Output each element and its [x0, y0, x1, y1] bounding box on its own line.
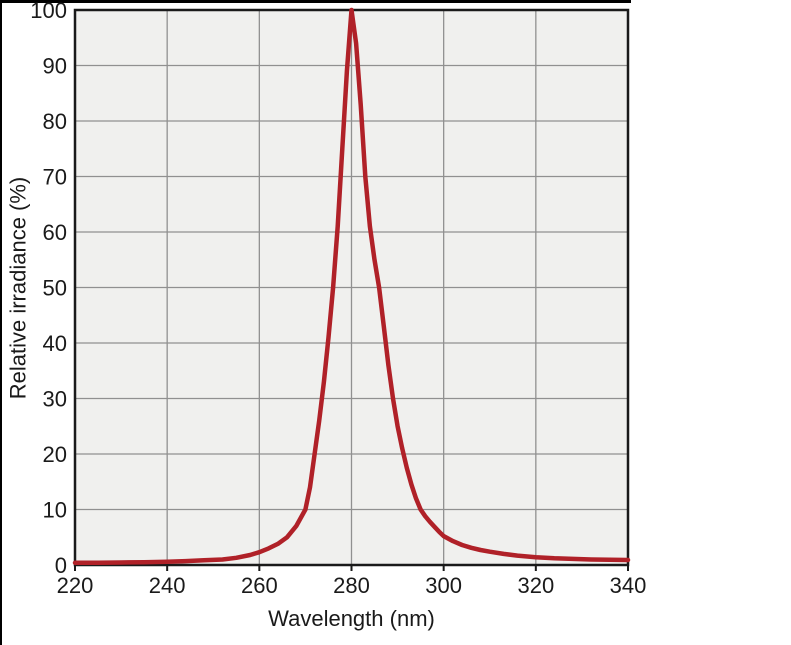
x-tick-label: 320	[517, 573, 554, 598]
y-axis-title: Relative irradiance (%)	[5, 176, 31, 400]
y-tick-label: 50	[43, 276, 67, 301]
y-tick-label: 80	[43, 109, 67, 134]
x-tick-label: 240	[149, 573, 186, 598]
y-tick-label: 40	[43, 331, 67, 356]
page-left-border	[0, 0, 2, 645]
x-tick-label: 220	[57, 573, 94, 598]
y-tick-label: 10	[43, 498, 67, 523]
y-tick-label: 30	[43, 387, 67, 412]
x-tick-label: 280	[333, 573, 370, 598]
x-axis-title: Wavelength (nm)	[268, 606, 435, 631]
y-tick-label: 0	[55, 553, 67, 578]
spectrum-curve	[72, 7, 631, 566]
y-tick-label: 60	[43, 220, 67, 245]
y-tick-label: 90	[43, 54, 67, 79]
y-tick-label: 100	[30, 0, 67, 23]
x-tick-label: 260	[241, 573, 278, 598]
page-top-border	[0, 0, 631, 3]
x-tick-label: 340	[610, 573, 647, 598]
x-tick-label: 300	[425, 573, 462, 598]
y-tick-label: 70	[43, 165, 67, 190]
y-tick-label: 20	[43, 442, 67, 467]
